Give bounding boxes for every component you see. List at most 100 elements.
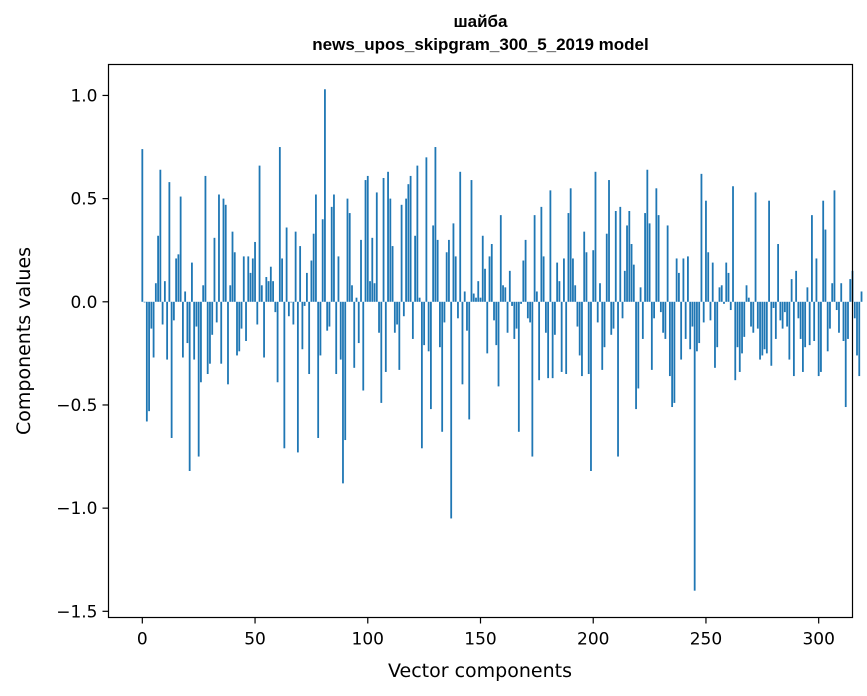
bar [860, 291, 863, 302]
bar [741, 301, 743, 354]
bar [547, 301, 550, 379]
bar [242, 256, 245, 302]
bar [407, 184, 410, 302]
y-axis-label: Components values [13, 247, 35, 435]
bar [781, 301, 784, 329]
bar [427, 301, 430, 352]
bar [689, 301, 692, 350]
bar [441, 301, 444, 432]
bar [657, 215, 660, 302]
bar [619, 206, 622, 302]
bar [581, 301, 583, 377]
bar [411, 301, 414, 339]
bar [233, 252, 236, 302]
bar [756, 301, 759, 329]
bar [378, 301, 380, 333]
bar [664, 301, 667, 339]
bar [468, 301, 471, 420]
bar [668, 301, 671, 377]
bar [585, 252, 588, 302]
bar [166, 301, 169, 360]
bar [637, 301, 640, 389]
bar [833, 190, 836, 302]
bar [544, 301, 547, 333]
bar [251, 258, 254, 302]
x-tick-label: 200 [577, 630, 609, 650]
bar [856, 301, 858, 356]
bar [213, 237, 216, 302]
bar [596, 301, 599, 323]
bar [292, 301, 295, 325]
bar [835, 301, 838, 311]
bar [337, 256, 340, 302]
x-axis-ticks: 0 50 100 150 200 250 300 [137, 617, 835, 650]
bar [222, 198, 225, 302]
bar [831, 283, 834, 302]
x-tick-label: 50 [244, 630, 266, 650]
bar [745, 285, 748, 302]
bar [750, 301, 752, 327]
bar [578, 301, 581, 356]
y-tick-label: 0.5 [70, 190, 97, 210]
bar [736, 301, 739, 348]
bar [256, 301, 259, 325]
bar [639, 287, 642, 302]
bar [312, 233, 315, 302]
bar [387, 171, 389, 302]
bar [662, 301, 665, 333]
bar [195, 301, 198, 327]
bar [729, 301, 732, 311]
bar [168, 182, 171, 302]
bar [815, 258, 818, 302]
bar [330, 206, 333, 302]
bar [459, 171, 462, 302]
bar [384, 301, 387, 372]
bar [366, 175, 369, 302]
bar [315, 194, 317, 302]
bar [461, 301, 464, 385]
bar [707, 252, 710, 302]
bar [391, 246, 394, 302]
bar [786, 301, 789, 327]
bar [148, 301, 150, 412]
bar [272, 281, 274, 302]
bar [520, 301, 522, 304]
bar [817, 301, 820, 377]
bar [646, 169, 649, 302]
bar [714, 301, 716, 368]
bar [396, 301, 398, 325]
bar [554, 301, 556, 335]
bar [727, 272, 730, 302]
bar [743, 301, 746, 337]
bar [163, 281, 166, 302]
bar [738, 301, 741, 372]
bar [804, 301, 807, 348]
bar [842, 301, 845, 341]
bar [448, 239, 450, 302]
bar [439, 301, 441, 348]
bar [565, 301, 568, 375]
bar [853, 301, 856, 319]
bar [702, 301, 705, 323]
bar [484, 268, 486, 302]
bar [452, 223, 455, 302]
bar [486, 301, 489, 354]
bar [348, 213, 351, 302]
bar [389, 198, 392, 302]
bar [418, 297, 421, 302]
bar [720, 285, 723, 302]
bar [285, 227, 288, 302]
bar [303, 301, 306, 306]
bar [224, 204, 227, 302]
bar [443, 301, 446, 323]
bar [569, 188, 572, 302]
bar [576, 301, 579, 327]
x-tick-label: 150 [464, 630, 496, 650]
bar [218, 194, 220, 302]
bar [610, 301, 613, 335]
bar [693, 301, 696, 591]
bar [802, 301, 804, 372]
bar [551, 301, 554, 379]
bar [333, 194, 335, 302]
bar [605, 233, 608, 302]
